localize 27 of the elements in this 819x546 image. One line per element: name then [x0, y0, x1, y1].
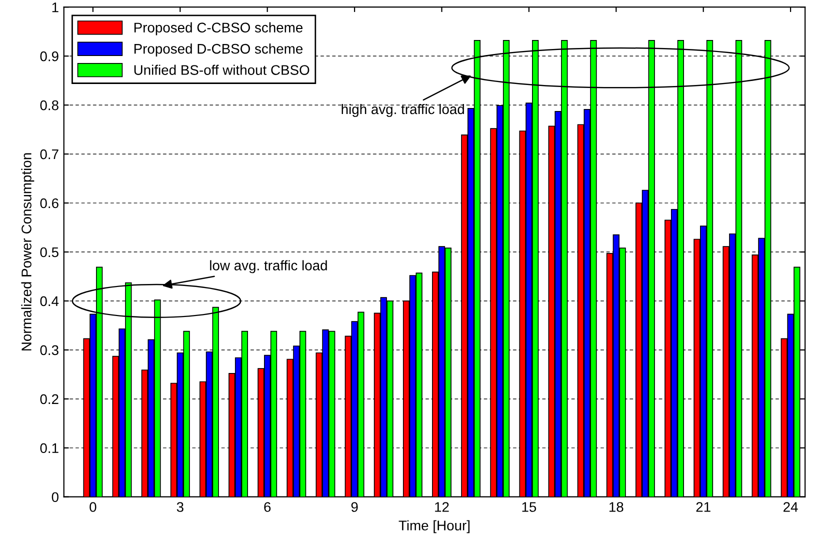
- legend-label: Unified BS-off without CBSO: [134, 64, 310, 75]
- x-tick-label: 0: [90, 502, 96, 512]
- y-tick-label: 0.2: [40, 394, 58, 404]
- y-tick-label: 0.8: [40, 100, 58, 110]
- x-tick-label: 9: [351, 502, 358, 512]
- y-tick-label: 0.6: [40, 198, 58, 208]
- y-tick-label: 1: [52, 2, 58, 12]
- y-tick-label: 0.3: [40, 345, 58, 356]
- x-tick-label: 12: [435, 502, 449, 512]
- x-axis-title: Time [Hour]: [398, 520, 470, 534]
- x-tick-label: 3: [176, 502, 184, 512]
- x-tick-label: 6: [264, 502, 271, 512]
- x-tick-label: 24: [784, 502, 798, 512]
- x-tick-label: 18: [609, 502, 624, 512]
- y-tick-label: 0.9: [40, 51, 58, 62]
- x-tick-label: 21: [696, 502, 710, 512]
- legend-label: Proposed D-CBSO scheme: [134, 44, 303, 56]
- y-tick-label: 0.7: [40, 149, 58, 160]
- y-tick-label: 0.5: [40, 247, 58, 258]
- y-tick-label: 0.4: [40, 296, 59, 306]
- y-axis-title: Normalized Power Consumption: [21, 153, 34, 350]
- y-tick-label: 0.1: [40, 443, 58, 454]
- x-tick-label: 15: [522, 502, 536, 512]
- annotation: high avg. traffic load: [342, 104, 464, 117]
- y-tick-label: 0: [52, 492, 58, 502]
- annotation: low avg. traffic load: [210, 260, 327, 274]
- legend-label: Proposed C-CBSO scheme: [134, 22, 303, 36]
